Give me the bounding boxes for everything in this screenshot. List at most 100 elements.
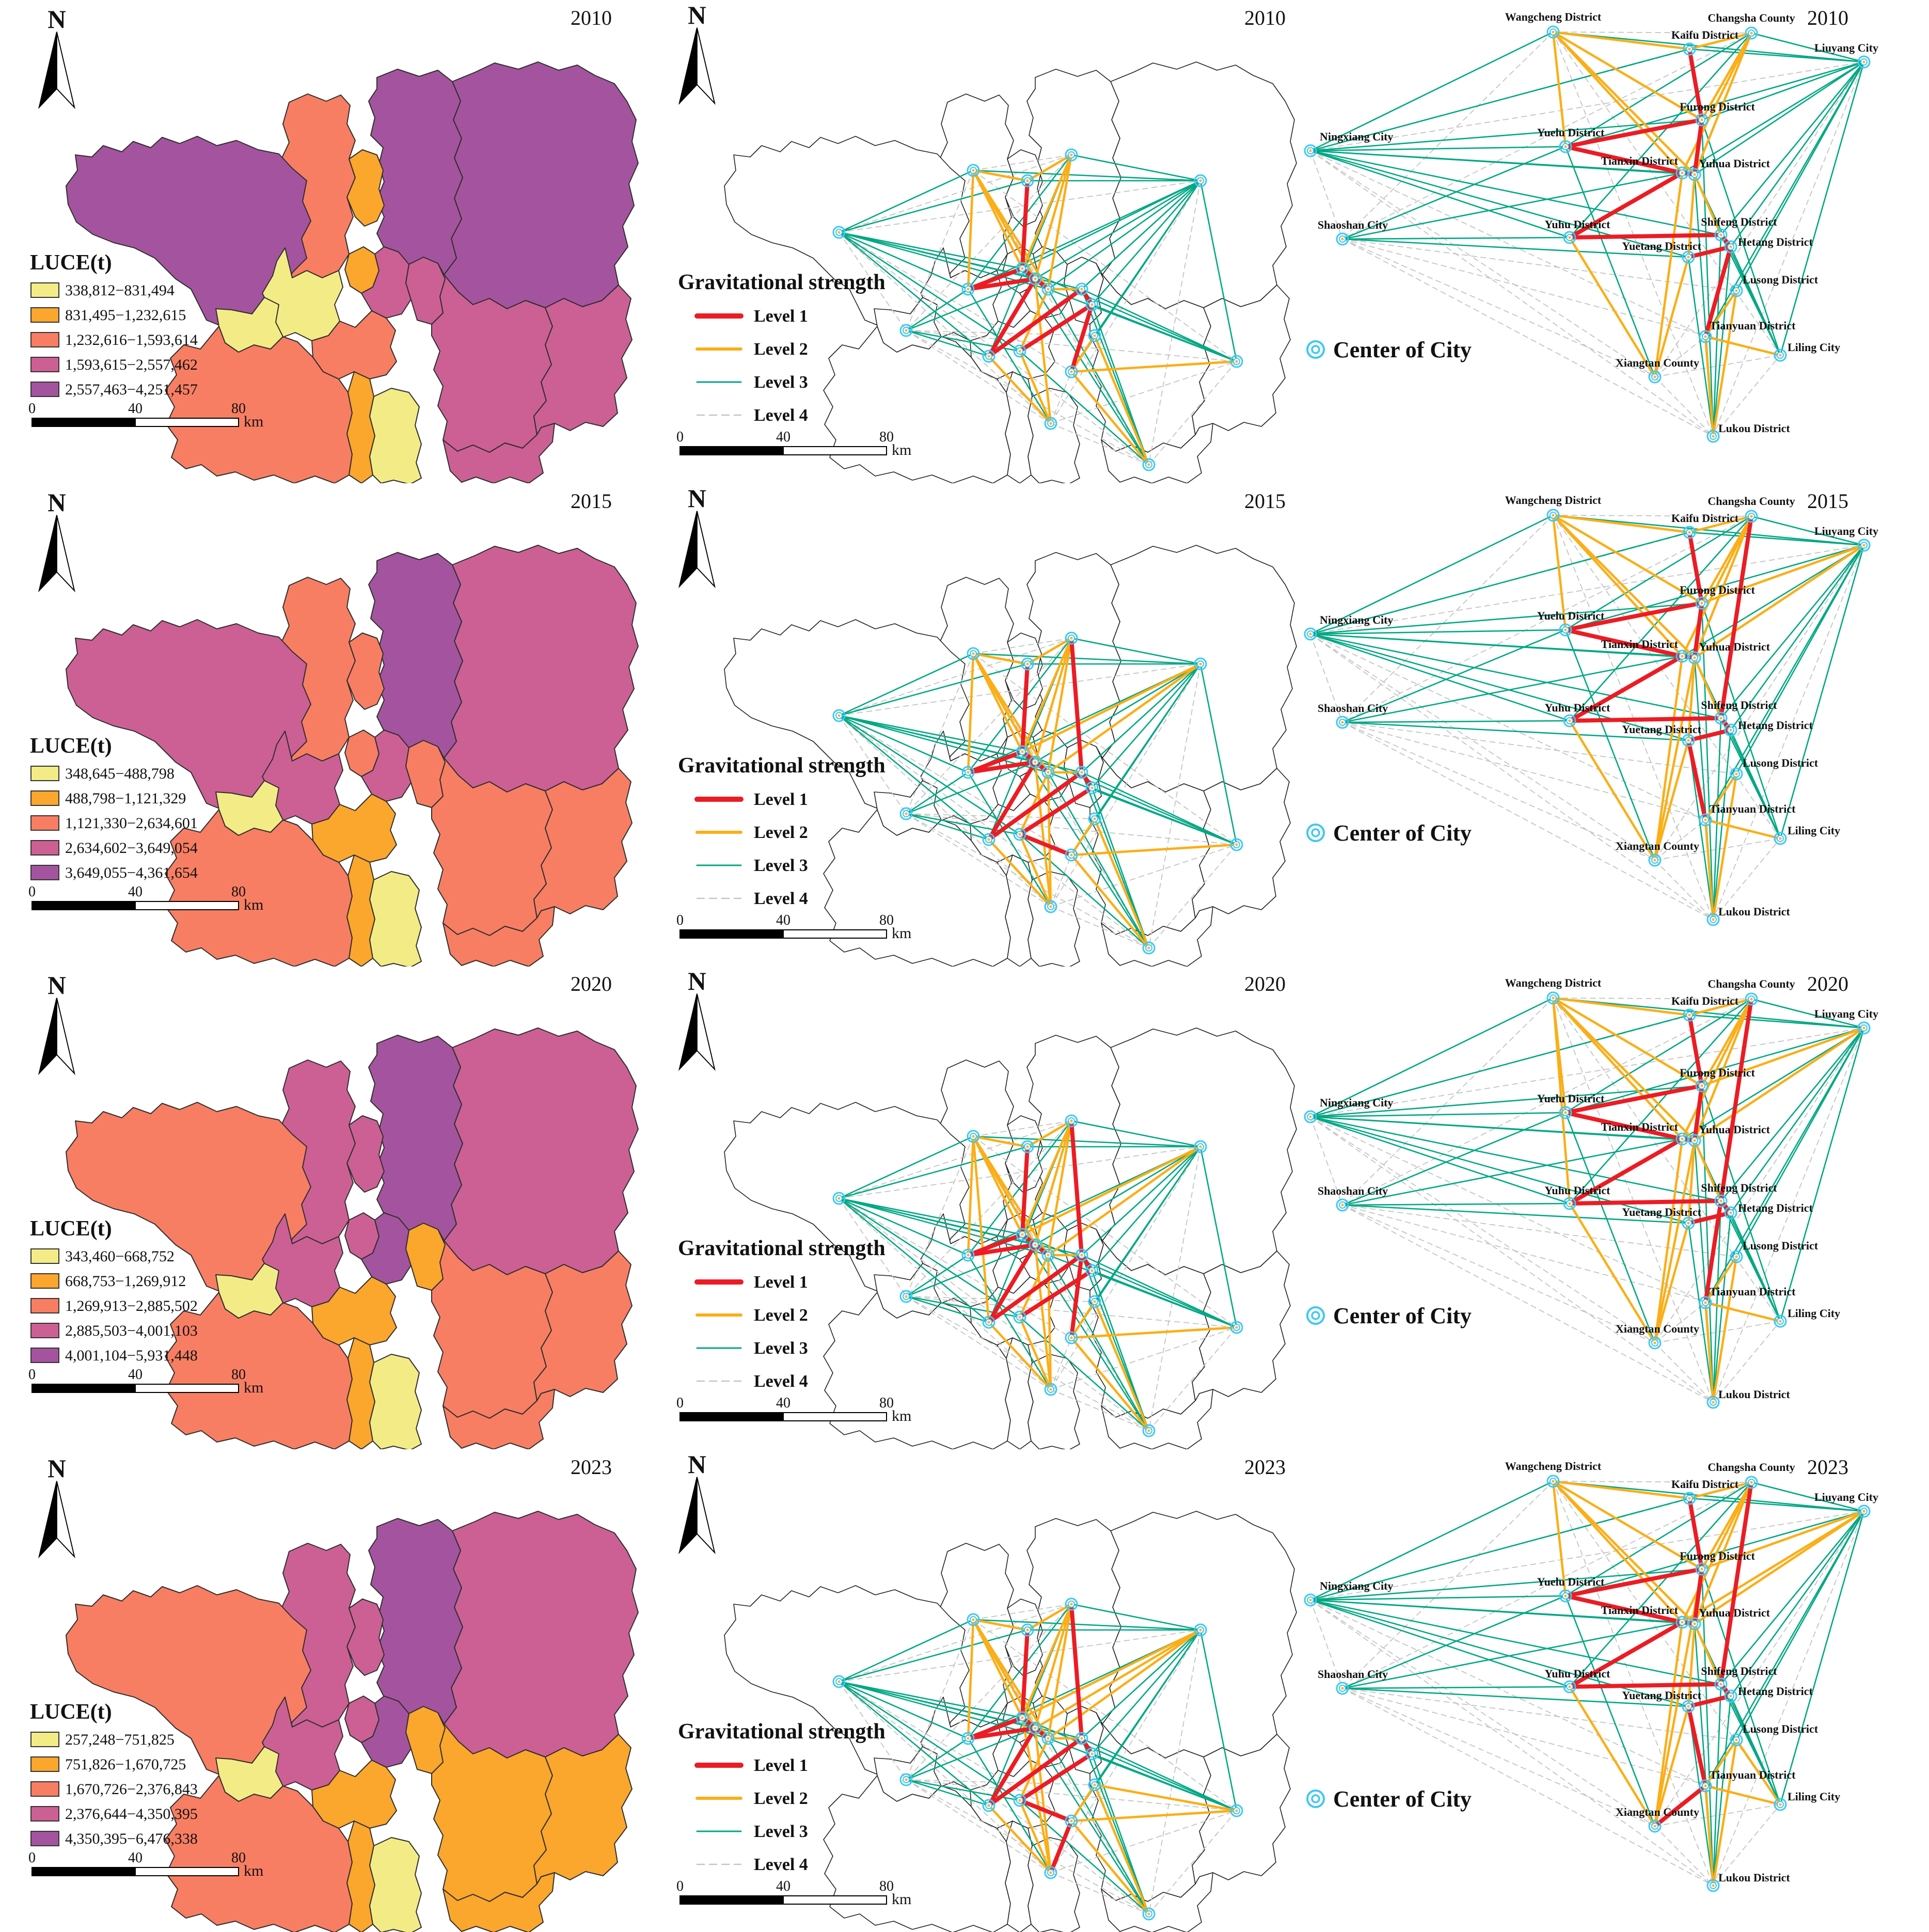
city-center-marker xyxy=(1745,510,1758,522)
city-center-marker xyxy=(1021,174,1034,187)
gravity-level-label: Level 4 xyxy=(754,1855,808,1874)
gravity-level-label: Level 3 xyxy=(754,373,808,392)
edge-xc-yu xyxy=(1568,1685,1656,1827)
city-node-dot xyxy=(1688,1496,1691,1500)
edge-ty-ll xyxy=(1070,1326,1238,1339)
boundary-county xyxy=(1027,1836,1080,1932)
city-node-dot xyxy=(1021,1716,1024,1719)
city-center-marker xyxy=(1688,168,1701,181)
edge-cc-yh xyxy=(1693,1481,1753,1625)
city-center-marker xyxy=(1774,1798,1787,1811)
city-center-marker xyxy=(1142,941,1156,954)
edge-ss-yu xyxy=(1341,1202,1571,1206)
city-node-dot xyxy=(1026,662,1029,666)
gravity-level-label: Level 4 xyxy=(754,1372,808,1391)
city-center-marker xyxy=(1699,1296,1712,1309)
edge-nx-yh xyxy=(1309,1599,1696,1624)
edge-yh-yt xyxy=(1687,1622,1696,1707)
edge-ht-ty xyxy=(1703,245,1733,339)
city-node-dot xyxy=(837,1197,841,1200)
edge-yu-sf xyxy=(987,1736,1084,1808)
edge-ss-ls xyxy=(1342,721,1737,774)
edge-xc-yt xyxy=(1018,1316,1052,1391)
city-center-marker xyxy=(1013,828,1026,841)
node-label-ty: Tianyuan District xyxy=(1710,319,1796,332)
edge-ly-tx xyxy=(1681,1510,1865,1623)
edge-nx-ty xyxy=(839,1681,1072,1822)
city-node-dot xyxy=(1779,1802,1782,1806)
edge-fr-yl xyxy=(1563,1084,1704,1115)
edge-xc-lk xyxy=(1654,1825,1714,1886)
edge-nx-lk xyxy=(1310,633,1714,920)
gravity-level-label: Level 2 xyxy=(754,823,808,842)
edge-nx-xc xyxy=(1310,1599,1655,1827)
node-label-ls: Lusong District xyxy=(1743,1722,1819,1735)
edge-xc-lk xyxy=(1050,906,1149,948)
city-node-dot xyxy=(1862,1026,1865,1030)
edge-ss-tx xyxy=(905,278,1036,331)
city-center-marker xyxy=(1075,766,1088,779)
city-node-dot xyxy=(1021,1233,1024,1236)
city-center-marker xyxy=(1085,298,1099,311)
edge-ls-lk xyxy=(1712,772,1738,921)
city-center-marker xyxy=(1724,1206,1737,1220)
city-node-dot xyxy=(1070,1336,1073,1339)
edge-xc-ll xyxy=(1050,844,1237,907)
node-label-cc: Changsha County xyxy=(1707,495,1795,508)
city-center-marker xyxy=(1683,1008,1696,1022)
edge-ht-yt xyxy=(1018,1751,1094,1802)
edge-cc-sf xyxy=(1719,514,1753,720)
region-shaoshan xyxy=(215,1263,283,1319)
boundary-liling xyxy=(1192,284,1291,435)
edge-xc-tx xyxy=(1653,655,1684,861)
city-center-marker xyxy=(967,647,980,660)
edge-ss-yl xyxy=(905,1254,969,1297)
city-node-dot xyxy=(1704,1784,1707,1787)
north-arrow-right xyxy=(696,1476,716,1554)
city-node-dot xyxy=(987,355,990,358)
edge-ly-yh xyxy=(1693,1510,1865,1625)
north-arrow-left xyxy=(678,27,698,105)
edge-ly-sf xyxy=(1081,1629,1201,1739)
boundary-county xyxy=(1027,388,1080,483)
edge-nx-ty xyxy=(1310,1116,1706,1303)
city-node-dot xyxy=(1719,233,1722,236)
edge-ly-yh xyxy=(1047,662,1202,773)
region-liuyang xyxy=(444,1510,639,1759)
edge-wc-lk xyxy=(1553,31,1714,437)
panel-luce-2010: N 2010 LUCE(t) 338,812−831,494 831,495−1,232… xyxy=(0,0,656,483)
city-node-dot xyxy=(1147,463,1150,466)
city-center-marker xyxy=(961,282,975,296)
city-node-dot xyxy=(1034,1243,1037,1246)
luce-swatch-4 xyxy=(30,1323,59,1338)
panel-luce-2015: N 2015 LUCE(t) 348,645−488,798 488,798−1,121… xyxy=(0,483,656,967)
panel-network-2015: Wangcheng District Changsha County Kaifu D… xyxy=(1301,483,1929,967)
center-of-city-legend: Center of City xyxy=(1306,337,1472,362)
edge-ty-lk xyxy=(1704,1784,1715,1887)
city-center-marker xyxy=(1774,1315,1787,1328)
edge-lk-yh xyxy=(1047,1737,1150,1914)
city-node-dot xyxy=(837,1680,841,1683)
edge-ls-lk xyxy=(1093,1300,1150,1432)
city-center-marker xyxy=(1699,813,1712,826)
edge-lk-ll xyxy=(1148,1810,1237,1914)
luce-swatch-3 xyxy=(30,332,59,347)
city-center-marker xyxy=(1016,1711,1029,1724)
edge-kf-fr xyxy=(1687,530,1704,605)
luce-swatch-5 xyxy=(30,864,59,880)
edge-nx-yt xyxy=(838,1681,1021,1801)
edge-xc-ty xyxy=(1654,336,1706,377)
node-label-ls: Lusong District xyxy=(1743,756,1819,769)
edge-ss-yt xyxy=(1341,1687,1689,1707)
boundary-lukou xyxy=(1101,423,1213,483)
city-center-marker xyxy=(1648,853,1662,866)
edge-cc-yl xyxy=(1564,32,1752,148)
city-node-dot xyxy=(1235,1809,1238,1812)
edge-ll-yh xyxy=(1047,288,1238,362)
edge-ly-ty xyxy=(1704,1027,1865,1304)
edge-ly-wc xyxy=(1552,1480,1865,1512)
edge-lk-ll xyxy=(1713,1803,1781,1886)
north-arrow-right xyxy=(56,997,75,1075)
node-label-xc: Xiangtan County xyxy=(1616,840,1699,852)
edge-ly-sf xyxy=(1720,544,1865,719)
